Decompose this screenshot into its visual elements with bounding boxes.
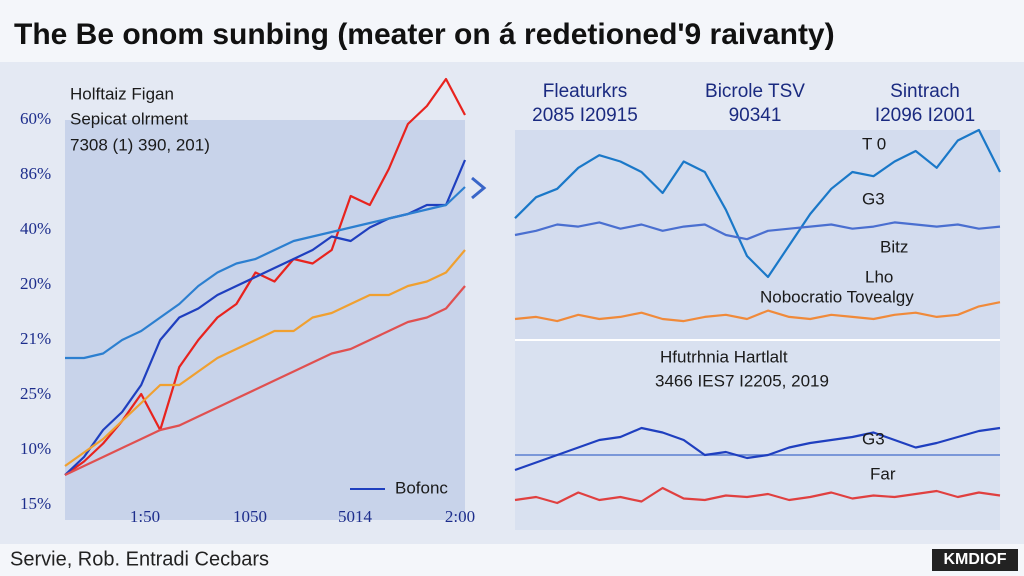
x-axis-label: 5014 bbox=[338, 507, 373, 526]
chart-note: 7308 (1) 390, 201) bbox=[70, 135, 210, 154]
series-line bbox=[514, 426, 1001, 472]
y-axis-label: 40% bbox=[20, 219, 51, 238]
panel-header: 90341 bbox=[729, 105, 782, 126]
series-line bbox=[514, 301, 1001, 323]
chart-title: Holftaiz Figan bbox=[70, 84, 174, 103]
y-axis-label: 10% bbox=[20, 439, 51, 458]
x-axis-label: 1050 bbox=[233, 507, 267, 526]
annotation: Lho bbox=[865, 267, 893, 286]
series-line bbox=[64, 77, 466, 476]
y-axis-label: 20% bbox=[20, 274, 51, 293]
annotation: T 0 bbox=[862, 134, 886, 153]
panel-header: I2096 I2001 bbox=[875, 105, 975, 126]
series-line bbox=[514, 221, 1001, 241]
chart-subtitle: 3466 IES7 I2205, 2019 bbox=[655, 371, 829, 390]
left-panel bbox=[65, 120, 465, 520]
series-line bbox=[65, 186, 466, 360]
annotation: G3 bbox=[862, 189, 885, 208]
series-line bbox=[64, 285, 466, 476]
panel-header: Fleaturkrs bbox=[543, 81, 627, 102]
series-line bbox=[64, 249, 466, 467]
panel-header: 2085 I20915 bbox=[532, 105, 638, 126]
y-axis-label: 15% bbox=[20, 494, 51, 513]
page-title: The Be onom sunbing (meater on á redetio… bbox=[14, 18, 835, 51]
x-axis-label: 1:50 bbox=[130, 507, 160, 526]
chart-subtitle: Sepicat olrment bbox=[70, 109, 188, 128]
panel-header: Sintrach bbox=[890, 81, 960, 102]
x-axis-label: 2:00 bbox=[445, 507, 475, 526]
annotation: Far bbox=[870, 464, 896, 483]
series-line bbox=[514, 486, 1001, 505]
annotation: Bitz bbox=[880, 237, 908, 256]
legend-label: Bofonc bbox=[395, 478, 448, 497]
series-line bbox=[514, 128, 1001, 279]
annotation: G3 bbox=[862, 429, 885, 448]
footer: Servie, Rob. Entradi Cecbars bbox=[10, 548, 269, 570]
badge-bg bbox=[932, 549, 1018, 571]
y-axis-label: 25% bbox=[20, 384, 51, 403]
panel-header: Bicrole TSV bbox=[705, 81, 805, 102]
y-axis-label: 60% bbox=[20, 109, 51, 128]
footer-band bbox=[0, 544, 1024, 576]
y-axis-label: 86% bbox=[20, 164, 51, 183]
y-axis-label: 21% bbox=[20, 329, 51, 348]
annotation: Nobocratio Tovealgy bbox=[760, 287, 914, 306]
arrow bbox=[471, 176, 487, 200]
title-band bbox=[0, 0, 1024, 62]
bottom-right-panel bbox=[515, 340, 1000, 530]
chart-title: Hfutrhnia Hartlalt bbox=[660, 347, 788, 366]
badge: KMDIOF bbox=[943, 551, 1006, 568]
